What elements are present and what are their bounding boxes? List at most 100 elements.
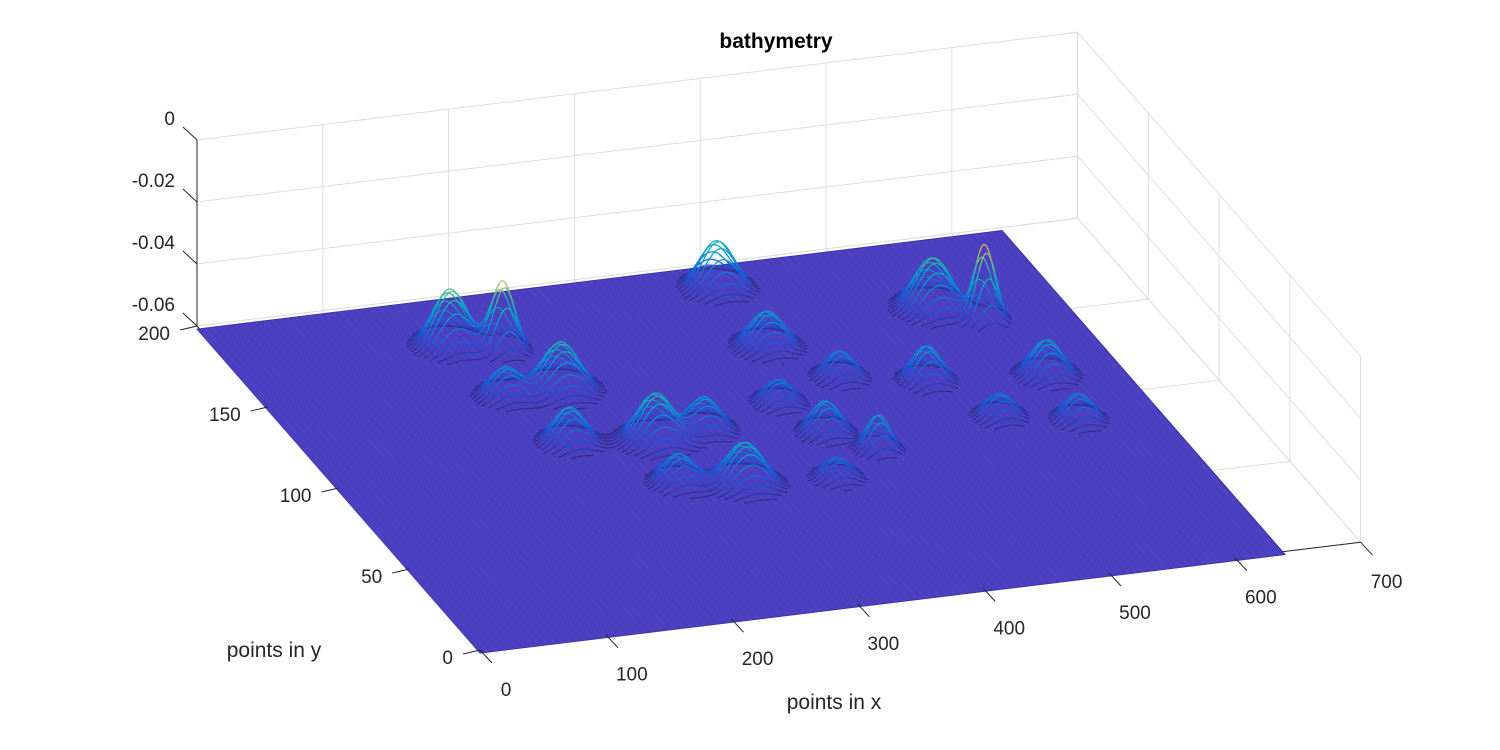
surface-mesh-line: [795, 424, 799, 428]
surface-mesh-line: [935, 372, 939, 375]
surface-mesh-line: [664, 404, 668, 408]
surface-mesh-line: [512, 332, 516, 336]
surface-mesh-line: [872, 440, 876, 445]
surface-mesh-line: [984, 283, 988, 289]
surface-mesh-line: [602, 384, 606, 387]
surface-mesh-line: [555, 362, 559, 365]
surface-mesh-line: [538, 393, 542, 397]
surface-mesh-line: [707, 257, 711, 262]
surface-mesh-line: [959, 292, 964, 296]
surface-mesh-line: [797, 393, 801, 397]
surface-mesh-line: [1065, 362, 1070, 366]
surface-mesh-line: [985, 398, 989, 402]
surface-mesh-line: [897, 296, 902, 300]
surface-mesh-line: [949, 288, 953, 292]
surface-mesh-line: [636, 417, 641, 423]
surface-mesh-line: [831, 353, 836, 357]
surface-mesh-line: [522, 344, 527, 349]
surface-mesh-line: [561, 375, 565, 379]
surface-mesh-line: [1017, 408, 1021, 412]
surface-mesh-line: [546, 388, 550, 392]
surface-mesh-line: [677, 464, 680, 467]
surface-mesh-line: [995, 392, 999, 395]
surface-mesh-line: [1068, 364, 1072, 369]
surface-mesh-line: [838, 383, 842, 387]
surface-mesh-line: [905, 368, 910, 374]
surface-mesh-line: [660, 463, 665, 468]
surface-mesh-line: [998, 323, 1001, 326]
surface-mesh-line: [1047, 384, 1051, 387]
surface-mesh-line: [436, 303, 441, 307]
surface-mesh-line: [839, 355, 843, 358]
surface-mesh-line: [966, 287, 971, 296]
surface-mesh-line: [846, 423, 851, 427]
surface-mesh-line: [891, 377, 895, 380]
surface-mesh-line: [1050, 363, 1054, 366]
surface-mesh-line: [726, 293, 730, 296]
surface-mesh-line: [911, 287, 915, 290]
surface-mesh-line: [831, 370, 835, 374]
surface-mesh-line: [752, 285, 756, 288]
surface-mesh-line: [440, 340, 444, 345]
surface-mesh-line: [499, 335, 504, 341]
surface-mesh-line: [678, 280, 682, 284]
surface-mesh-line: [1060, 352, 1065, 357]
surface-mesh-line: [746, 342, 751, 347]
surface-mesh-line: [565, 365, 569, 369]
surface-mesh-line: [939, 272, 943, 275]
surface-mesh-line: [1014, 364, 1018, 367]
surface-mesh-line: [829, 428, 832, 431]
surface-mesh-line: [828, 388, 832, 391]
surface-mesh-line: [750, 278, 754, 282]
surface-mesh-line: [922, 386, 926, 390]
surface-mesh-line: [850, 424, 854, 427]
surface-mesh-line: [581, 371, 585, 376]
surface-mesh-line: [648, 474, 653, 478]
surface-mesh-line: [750, 395, 754, 399]
surface-mesh-line: [678, 432, 683, 436]
surface-mesh-line: [1020, 408, 1024, 412]
surface-mesh-line: [771, 359, 775, 362]
surface-mesh-line: [711, 289, 715, 293]
surface-mesh-line: [643, 412, 647, 415]
surface-mesh-line: [811, 376, 816, 380]
surface-mesh-line: [736, 346, 741, 350]
surface-mesh-line: [788, 387, 792, 391]
surface-mesh-line: [797, 422, 801, 426]
surface-mesh-line: [1020, 373, 1025, 378]
surface-mesh-line: [534, 365, 539, 370]
surface-mesh-line: [1019, 362, 1023, 367]
surface-mesh-line: [959, 298, 963, 301]
surface-mesh-line: [735, 266, 740, 271]
surface-mesh-line: [1037, 371, 1042, 375]
surface-mesh-line: [558, 418, 562, 421]
surface-mesh-line: [618, 427, 622, 431]
surface-mesh-line: [864, 372, 868, 375]
surface-mesh-line: [830, 412, 834, 416]
surface-mesh-line: [1056, 345, 1060, 350]
surface-mesh-line: [1045, 365, 1049, 368]
surface-mesh-line: [895, 438, 899, 443]
surface-mesh-line: [491, 373, 496, 379]
surface-mesh-line: [833, 385, 837, 389]
surface-mesh-line: [617, 439, 621, 443]
surface-mesh-line: [504, 334, 508, 337]
surface-mesh-line: [735, 336, 739, 340]
surface-mesh-line: [953, 375, 957, 379]
surface-mesh-line: [708, 397, 712, 401]
surface-mesh-line: [794, 352, 797, 355]
surface-mesh-line: [533, 388, 537, 391]
surface-mesh-line: [852, 444, 857, 449]
surface-mesh-line: [828, 361, 831, 363]
surface-mesh-line: [556, 449, 560, 453]
surface-mesh-line: [668, 455, 672, 459]
surface-mesh-line: [699, 268, 703, 271]
surface-mesh-line: [863, 378, 867, 381]
surface-mesh-line: [588, 396, 592, 399]
surface-mesh-line: [653, 477, 657, 482]
surface-mesh-line: [759, 410, 763, 414]
surface-mesh-line: [904, 316, 908, 319]
surface-mesh-line: [695, 465, 700, 469]
surface-mesh-line: [536, 394, 540, 397]
